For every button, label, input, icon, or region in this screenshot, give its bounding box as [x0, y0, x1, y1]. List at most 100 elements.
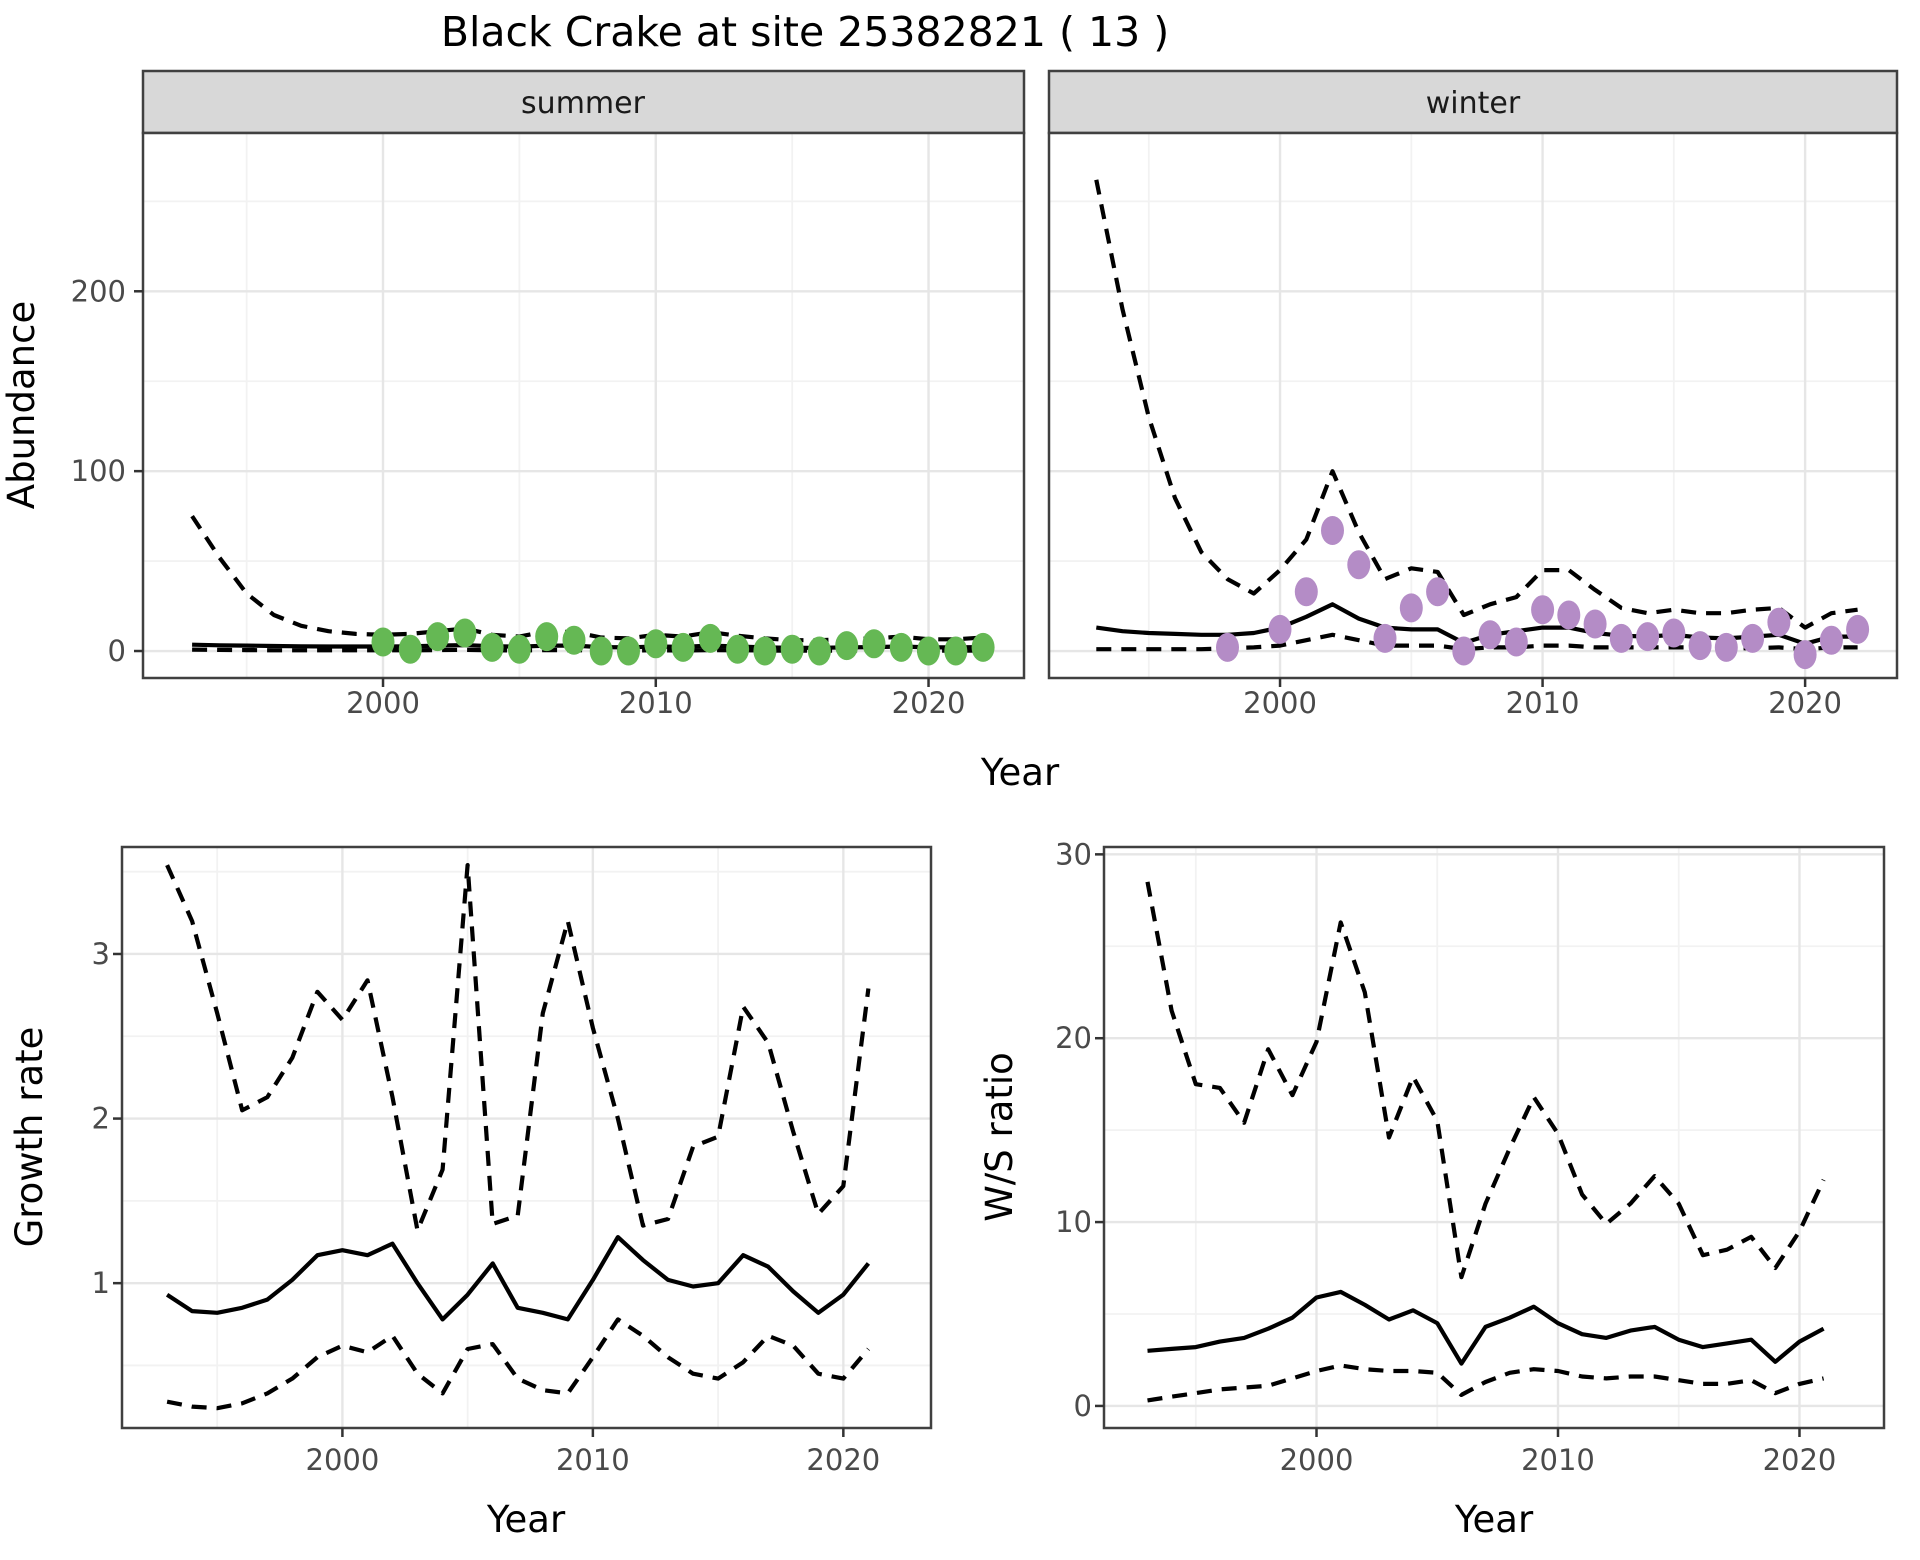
y-tick-label: 1	[92, 1266, 110, 1300]
observation-point	[1846, 614, 1870, 644]
panel-bg	[143, 133, 1024, 678]
observation-point	[507, 634, 531, 664]
panel-border	[141, 131, 1026, 680]
fit-line	[165, 1235, 871, 1322]
observation-point	[453, 618, 477, 648]
x-axis-title-year-bottom-right: Year	[1454, 1498, 1534, 1541]
x-tick-label: 2010	[619, 686, 693, 720]
observation-point	[1741, 623, 1765, 653]
observation-point	[426, 622, 450, 652]
observation-point	[589, 636, 613, 666]
x-tick-label: 2010	[556, 1443, 630, 1477]
x-tick-label: 2020	[1763, 1443, 1837, 1477]
observation-point	[917, 636, 940, 666]
x-axis-title-year-top: Year	[980, 751, 1060, 794]
observation-point	[862, 629, 886, 659]
observation-point	[1662, 618, 1686, 648]
y-tick-label: 30	[1055, 837, 1092, 871]
observation-point	[1557, 600, 1581, 630]
facet-strip-label-summer: summer	[521, 86, 646, 121]
observation-point	[480, 632, 504, 662]
observation-point	[1268, 614, 1292, 644]
x-tick-label: 2020	[806, 1443, 880, 1477]
observation-point	[398, 634, 422, 664]
y-tick-label: 0	[1074, 1389, 1092, 1423]
x-tick-label: 2000	[306, 1443, 380, 1477]
panel-ws-ratio: 2000 2010 2020 0 10 20 30	[1055, 837, 1886, 1477]
panel-abundance-summer: 2000 2010 2020 0 100 200	[71, 131, 1026, 720]
observation-point	[753, 636, 777, 666]
x-tick-label: 2000	[1243, 686, 1317, 720]
y-tick-label: 20	[1055, 1021, 1092, 1055]
observation-point	[1793, 640, 1817, 670]
facet-strip-label-winter: winter	[1426, 86, 1521, 121]
x-tick-label: 2000	[346, 686, 420, 720]
observation-point	[562, 625, 586, 655]
panel-bg	[1049, 133, 1897, 678]
observation-point	[1452, 636, 1476, 666]
panel-border	[1047, 131, 1899, 680]
upper-ci-line	[1145, 881, 1826, 1280]
facet-strip-winter: winter	[1047, 69, 1899, 135]
lower-ci-line	[1147, 1363, 1825, 1403]
plot-title: Black Crake at site 25382821 ( 13 )	[441, 8, 1169, 56]
observation-point	[617, 636, 640, 666]
observation-point	[671, 632, 695, 662]
observation-point	[1767, 607, 1791, 637]
upper-ci-line	[165, 863, 871, 1233]
panel-growth-rate: 2000 2010 2020 1 2 3	[92, 845, 933, 1477]
observation-point	[944, 636, 968, 666]
fit-line	[1147, 1289, 1825, 1366]
observation-point	[1426, 577, 1450, 607]
observation-point	[889, 632, 913, 662]
observation-point	[1399, 593, 1423, 623]
observation-point	[1478, 620, 1502, 650]
observation-point	[971, 632, 995, 662]
observation-point	[1347, 550, 1371, 580]
observation-point	[1216, 632, 1239, 662]
y-tick-label: 200	[71, 274, 126, 308]
observation-point	[726, 634, 750, 664]
observation-point	[644, 629, 668, 659]
y-tick-label: 3	[92, 937, 110, 971]
facet-strip-bg	[1047, 69, 1899, 135]
x-tick-label: 2010	[1521, 1443, 1595, 1477]
observation-point	[1294, 577, 1318, 607]
observation-point	[780, 634, 804, 664]
observation-point	[1714, 632, 1738, 662]
x-tick-label: 2020	[892, 686, 966, 720]
observation-point	[1504, 627, 1528, 657]
observation-point	[1531, 595, 1555, 625]
observation-point	[698, 623, 722, 653]
x-axis-title-year-bottom-left: Year	[486, 1498, 566, 1541]
observation-point	[371, 627, 395, 657]
panel-border	[1102, 845, 1886, 1430]
facet-strip-summer: summer	[141, 69, 1026, 135]
panel-abundance-winter: 2000 2010 2020	[1047, 131, 1899, 720]
y-tick-label: 100	[71, 454, 126, 488]
x-tick-label: 2020	[1768, 686, 1842, 720]
facet-strip-bg	[141, 69, 1026, 135]
observation-point	[835, 631, 859, 661]
observation-point	[807, 636, 831, 666]
x-tick-label: 2000	[1280, 1443, 1354, 1477]
y-tick-label: 0	[108, 634, 126, 668]
observation-point	[1609, 623, 1633, 653]
observation-point	[1321, 516, 1344, 545]
y-tick-label: 2	[92, 1102, 110, 1136]
y-axis-title-growth-rate: Growth rate	[8, 1027, 51, 1248]
observation-point	[535, 622, 559, 652]
observation-point	[1583, 609, 1607, 639]
y-axis-title-abundance: Abundance	[0, 301, 43, 509]
observation-point	[1373, 623, 1397, 653]
observation-point	[1688, 631, 1712, 661]
observation-point	[1636, 622, 1660, 652]
y-axis-title-ws-ratio: W/S ratio	[978, 1052, 1021, 1222]
x-tick-label: 2010	[1506, 686, 1580, 720]
panel-bg	[1104, 847, 1884, 1428]
panel-border	[120, 845, 933, 1430]
y-tick-label: 10	[1055, 1205, 1092, 1239]
observation-point	[1819, 625, 1843, 655]
